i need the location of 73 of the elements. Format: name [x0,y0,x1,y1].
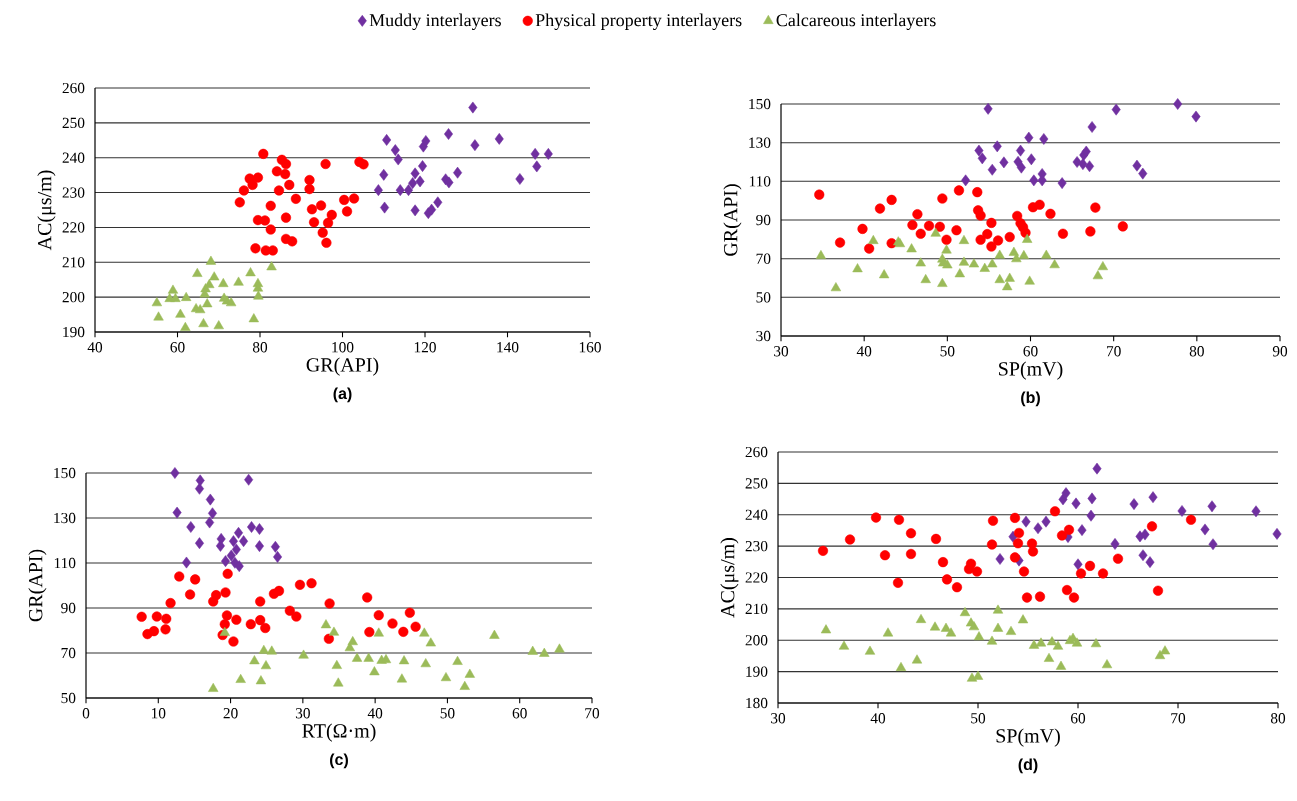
x-tick-label: 50 [940,346,955,357]
x-tick-label: 80 [1270,713,1286,724]
x-tick-label: 70 [1107,346,1121,357]
y-axis-title: AC(μs/m) [720,538,739,618]
y-tick-label: 230 [62,187,85,198]
y-tick-label: 90 [61,602,76,614]
y-tick-label: 260 [62,82,85,94]
x-tick-label: 60 [170,342,185,353]
y-axis-title: AC(μs/m) [37,170,56,251]
y-tick-label: 150 [749,98,771,110]
y-tick-label: 190 [63,326,85,338]
y-tick-label: 240 [745,509,768,520]
x-tick-label: 60 [1070,713,1086,724]
y-tick-label: 50 [756,292,771,303]
x-tick-label: 30 [771,713,786,724]
y-tick-label: 110 [54,557,76,569]
y-tick-label: 130 [54,512,76,524]
y-axis-title: GR(API) [28,549,47,622]
x-tick-label: 40 [870,713,886,724]
x-tick-label: 120 [414,342,436,353]
y-tick-label: 190 [746,666,768,677]
x-tick-label: 100 [332,342,354,353]
y-tick-label: 210 [62,257,85,268]
y-tick-label: 180 [746,697,768,709]
y-tick-label: 220 [745,572,768,583]
y-tick-label: 70 [61,647,76,659]
y-tick-label: 250 [62,117,85,129]
x-axis-title: SP(mV) [999,361,1063,380]
legend-label: Calcareous interlayers [776,13,936,30]
x-axis-title: RT(Ω·m) [302,723,376,742]
y-tick-label: 110 [749,176,771,187]
text: (d) [1018,758,1038,774]
x-tick-label: 70 [585,708,600,719]
y-tick-label: 200 [745,635,768,646]
x-tick-label: 70 [1171,713,1186,724]
y-tick-label: 150 [54,467,76,479]
y-tick-label: 240 [62,152,85,163]
text: (b) [1021,391,1040,407]
y-tick-label: 260 [745,446,768,458]
legend-label: Muddy interlayers [369,13,501,30]
text: (a) [333,387,352,403]
x-tick-label: 90 [1272,346,1288,357]
y-tick-label: 250 [745,478,768,489]
x-tick-label: 60 [1023,346,1038,357]
x-tick-label: 160 [579,342,601,353]
x-tick-label: 20 [223,708,238,719]
x-tick-label: 30 [295,708,310,719]
x-tick-label: 50 [440,708,455,719]
x-tick-label: 40 [367,708,383,719]
legend-label: Physical property interlayers [535,13,742,30]
y-tick-label: 230 [745,540,768,552]
y-tick-label: 30 [756,330,771,342]
y-axis-title: GR(API) [723,184,742,256]
x-tick-label: 0 [82,708,90,719]
x-axis-title: SP(mV) [996,728,1060,747]
x-tick-label: 40 [856,346,872,357]
y-tick-label: 90 [756,214,771,226]
x-tick-label: 80 [252,342,268,353]
x-tick-label: 30 [774,346,789,357]
x-tick-label: 40 [87,342,103,353]
y-tick-label: 220 [62,222,85,233]
text: (c) [330,753,348,769]
y-tick-label: 210 [745,603,768,615]
y-tick-label: 200 [62,291,85,303]
y-tick-label: 50 [61,692,76,704]
x-tick-label: 80 [1189,346,1204,357]
x-tick-label: 50 [971,713,986,724]
y-tick-label: 130 [749,137,771,148]
y-tick-label: 70 [756,253,771,264]
x-tick-label: 140 [497,342,519,353]
x-axis-title: GR(API) [306,357,379,376]
x-tick-label: 10 [151,708,166,719]
x-tick-label: 60 [512,708,527,719]
